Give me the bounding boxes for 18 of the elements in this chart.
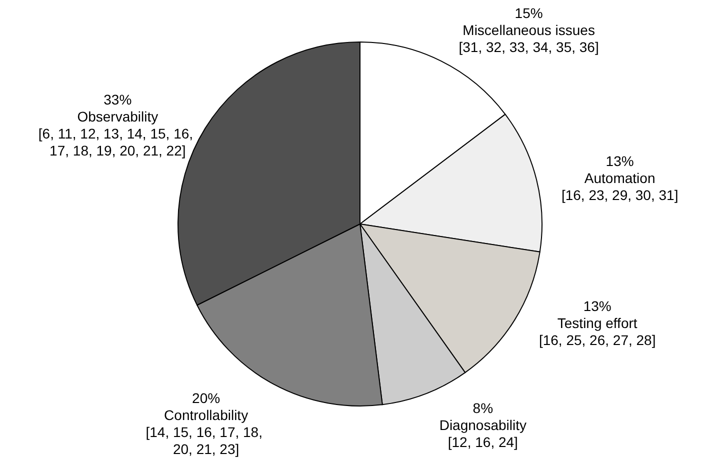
slice-label: Diagnosability [439, 416, 526, 433]
slice-label: Observability [77, 108, 158, 125]
data-label: 15% [514, 5, 543, 22]
text: [14, 15, 16, 17, 18, 20, 21, 23] [146, 424, 266, 458]
text: [31, 32, 33, 34, 35, 36] [458, 39, 599, 56]
slice-label: Controllability [164, 407, 248, 424]
data-label: 13% [583, 298, 612, 314]
data-label: 20% [192, 390, 220, 406]
text: [6, 11, 12, 13, 14, 15, 16, 17, 18, 19, 20, 21, 22] [38, 126, 197, 159]
data-label: 33% [104, 92, 132, 108]
slice-label: Automation [584, 170, 656, 186]
text: [12, 16, 24] [448, 434, 518, 450]
data-label: 13% [606, 153, 634, 170]
text: [16, 23, 29, 30, 31] [561, 187, 678, 204]
data-label: 8% [472, 400, 494, 416]
text: [16, 25, 26, 27, 28] [538, 332, 656, 348]
slice-label: Miscellaneous issues [462, 22, 595, 38]
slice-label: Testing effort [557, 314, 638, 331]
